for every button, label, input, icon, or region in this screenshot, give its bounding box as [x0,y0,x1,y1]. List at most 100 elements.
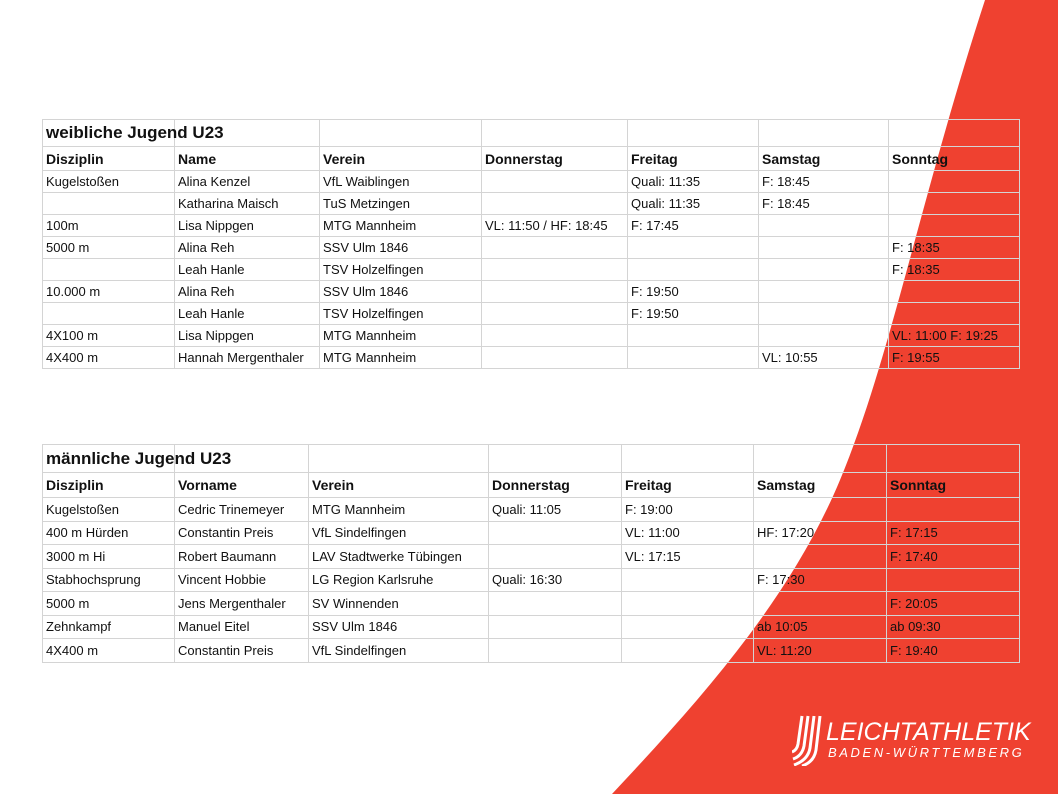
table-cell: F: 19:55 [888,346,1020,369]
table-cell [886,567,1020,592]
table-cell: VfL Waiblingen [319,170,482,193]
table-row: Leah Hanle TSV Holzelfingen F: 18:35 [42,258,1020,281]
table-cell [888,214,1020,237]
column-header: Vorname [174,472,309,498]
table-cell: Lisa Nippgen [174,214,320,237]
column-header: Sonntag [886,472,1020,498]
table-cell [481,302,628,325]
table-row: 5000 m Alina Reh SSV Ulm 1846 F: 18:35 [42,236,1020,259]
table-cell: Vincent Hobbie [174,567,309,592]
table-cell: Quali: 11:35 [627,192,759,215]
table-cell: F: 18:35 [888,258,1020,281]
table-cell [758,324,889,347]
table-cell: Constantin Preis [174,520,309,545]
table-cell: ab 09:30 [886,614,1020,639]
column-header: Verein [319,146,482,171]
table-cell: HF: 17:20 [753,520,887,545]
table-cell: 100m [42,214,175,237]
table-cell [488,614,622,639]
column-header: Donnerstag [488,472,622,498]
table-title: männliche Jugend U23 [42,444,231,473]
table-cell: F: 19:40 [886,638,1020,663]
table-cell: Katharina Maisch [174,192,320,215]
table-cell: LAV Stadtwerke Tübingen [308,544,489,569]
table-cell: SSV Ulm 1846 [319,236,482,259]
logo-stripes-icon [792,715,822,766]
table-cell: Quali: 11:05 [488,497,622,522]
table-cell [481,280,628,303]
table-cell: LG Region Karlsruhe [308,567,489,592]
table-cell [753,591,887,616]
table-cell: 5000 m [42,591,175,616]
table-cell [888,280,1020,303]
table-header-row: Disziplin Vorname Verein Donnerstag Freitag S… [42,472,1020,498]
table-cell [888,192,1020,215]
table-cell: 4X100 m [42,324,175,347]
column-header: Sonntag [888,146,1020,171]
column-header: Verein [308,472,489,498]
table-cell: SV Winnenden [308,591,489,616]
column-header: Donnerstag [481,146,628,171]
table-cell [481,170,628,193]
table-title: weibliche Jugend U23 [42,119,224,147]
table-cell: Leah Hanle [174,302,320,325]
table-cell: VL: 11:20 [753,638,887,663]
table-row: Kugelstoßen Cedric Trinemeyer MTG Mannheim… [42,497,1020,522]
table-cell: MTG Mannheim [308,497,489,522]
table-cell [753,497,887,522]
table-cell [627,324,759,347]
table-cell: Alina Reh [174,236,320,259]
table-row: Leah Hanle TSV Holzelfingen F: 19:50 [42,302,1020,325]
logo-line1: LEICHTATHLETIK [826,718,1031,746]
table-row: 100m Lisa Nippgen MTG Mannheim VL: 11:50 / … [42,214,1020,237]
table-cell: Quali: 16:30 [488,567,622,592]
table-cell: Robert Baumann [174,544,309,569]
table-cell: TSV Holzelfingen [319,302,482,325]
table-cell: VfL Sindelfingen [308,638,489,663]
table-cell: SSV Ulm 1846 [319,280,482,303]
table-cell [481,346,628,369]
table-cell: SSV Ulm 1846 [308,614,489,639]
table-cell: ab 10:05 [753,614,887,639]
table-cell: VL: 11:50 / HF: 18:45 [481,214,628,237]
table-row: 10.000 m Alina Reh SSV Ulm 1846 F: 19:50 [42,280,1020,303]
table-cell [758,236,889,259]
table-cell: TuS Metzingen [319,192,482,215]
table-cell: F: 19:00 [621,497,754,522]
column-header: Freitag [621,472,754,498]
table-row: Katharina Maisch TuS Metzingen Quali: 11:3… [42,192,1020,215]
table-cell: Hannah Mergenthaler [174,346,320,369]
table-cell [627,236,759,259]
table-cell: F: 18:45 [758,170,889,193]
table-cell: F: 17:45 [627,214,759,237]
table-cell [758,258,889,281]
table-cell: 4X400 m [42,346,175,369]
table-cell: Alina Kenzel [174,170,320,193]
table-cell [758,280,889,303]
table-cell: Jens Mergenthaler [174,591,309,616]
table-cell: Kugelstoßen [42,497,175,522]
table-cell: VfL Sindelfingen [308,520,489,545]
table-cell [42,192,175,215]
table-cell: TSV Holzelfingen [319,258,482,281]
table-cell: F: 18:35 [888,236,1020,259]
logo-line2: BADEN-WÜRTTEMBERG [828,745,1025,760]
table-cell [627,258,759,281]
table-row: 4X400 m Hannah Mergenthaler MTG Mannheim VL… [42,346,1020,369]
table-cell: F: 20:05 [886,591,1020,616]
table-cell [488,638,622,663]
table-cell [886,497,1020,522]
table-cell [888,302,1020,325]
table-cell: F: 17:40 [886,544,1020,569]
table-cell: F: 17:30 [753,567,887,592]
table-cell: Kugelstoßen [42,170,175,193]
table-cell: Zehnkampf [42,614,175,639]
table-cell [481,192,628,215]
table-cell: MTG Mannheim [319,346,482,369]
table-cell: Leah Hanle [174,258,320,281]
table-cell: Cedric Trinemeyer [174,497,309,522]
table-cell: VL: 11:00 F: 19:25 [888,324,1020,347]
table-cell: 3000 m Hi [42,544,175,569]
table-cell: Manuel Eitel [174,614,309,639]
table-cell [481,236,628,259]
